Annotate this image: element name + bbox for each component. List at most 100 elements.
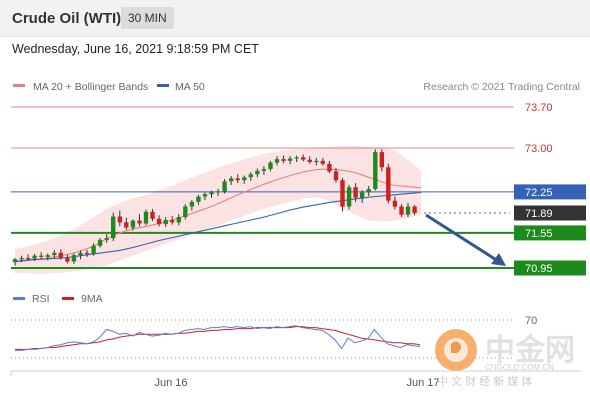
- candle: [301, 154, 306, 162]
- candle-body: [124, 222, 129, 228]
- ma50-legend-swatch: [157, 84, 169, 87]
- candle: [170, 215, 175, 225]
- candle-body: [209, 192, 214, 195]
- candle-body: [386, 167, 391, 201]
- candle-body: [39, 255, 44, 257]
- candle: [104, 234, 109, 243]
- rsi-ma-legend-label: 9MA: [81, 293, 103, 305]
- candle: [32, 253, 37, 261]
- candle-body: [189, 201, 195, 207]
- candle: [183, 204, 188, 220]
- candle: [242, 175, 247, 184]
- rsi-legend-swatch: [13, 297, 25, 300]
- candle: [222, 179, 227, 194]
- candle-body: [235, 178, 240, 181]
- candle: [65, 254, 70, 264]
- candle: [215, 189, 221, 196]
- candle-body: [176, 217, 181, 223]
- watermark-url: CNGOLD.COM.CN: [485, 363, 554, 372]
- candle-body: [143, 211, 149, 224]
- candle: [196, 194, 201, 205]
- x-tick-label: Jun 16: [154, 377, 187, 389]
- candle-body: [91, 245, 96, 254]
- candle-body: [229, 178, 234, 182]
- candle: [379, 149, 384, 172]
- candle: [189, 200, 195, 211]
- candle-body: [65, 258, 70, 262]
- candle-body: [202, 194, 208, 197]
- candle-body: [150, 211, 155, 219]
- timeframe-badge[interactable]: 30 MIN: [121, 7, 174, 29]
- ma50-line: [14, 191, 422, 263]
- candle: [150, 208, 155, 222]
- candle: [91, 243, 96, 256]
- header-bar: Crude Oil (WTI) 30 MIN: [0, 0, 590, 37]
- candle-body: [287, 158, 293, 161]
- candle-body: [248, 174, 253, 178]
- candle: [156, 215, 162, 227]
- candle-body: [170, 220, 175, 223]
- candle-body: [130, 220, 136, 228]
- candle: [320, 157, 325, 166]
- candle: [405, 203, 411, 218]
- candle-body: [346, 187, 352, 207]
- watermark-name: 中金网: [485, 333, 575, 367]
- candle-body: [32, 255, 37, 259]
- candle-body: [412, 206, 417, 213]
- candle-body: [281, 159, 286, 161]
- candle: [84, 249, 90, 257]
- candle: [137, 214, 142, 227]
- projection-arrow-head: [491, 253, 506, 266]
- candle: [19, 255, 24, 263]
- candle-body: [255, 170, 260, 175]
- candle: [143, 209, 149, 226]
- candle: [58, 249, 63, 260]
- rsi-panel: 70: [11, 315, 537, 359]
- candle-body: [84, 252, 90, 254]
- candle: [386, 163, 391, 204]
- level-price-label: 73.00: [525, 143, 553, 155]
- candle-body: [399, 206, 404, 215]
- candle: [111, 212, 116, 242]
- candle: [268, 160, 273, 172]
- candle-body: [242, 177, 247, 181]
- candle: [346, 184, 352, 210]
- candle-body: [222, 181, 227, 192]
- projection-arrow-shaft: [425, 213, 499, 263]
- candle-body: [359, 192, 365, 198]
- candle-body: [104, 238, 109, 240]
- candle-body: [307, 159, 312, 162]
- candle-body: [366, 189, 371, 193]
- level-price-label: 71.89: [525, 208, 553, 220]
- candle: [12, 258, 18, 266]
- rsi-tick-label: 70: [525, 315, 537, 327]
- candle: [333, 167, 339, 183]
- candle: [202, 192, 208, 201]
- level-label-bg: [514, 205, 586, 221]
- candle: [229, 176, 234, 185]
- candle: [176, 214, 181, 226]
- candle: [314, 157, 319, 166]
- candle: [340, 177, 345, 212]
- candle-body: [183, 206, 188, 217]
- key-levels: [11, 106, 514, 269]
- candle: [359, 190, 365, 203]
- candle-body: [117, 216, 122, 223]
- candle: [255, 168, 260, 178]
- candle-body: [111, 216, 116, 239]
- level-price-label: 72.25: [525, 187, 553, 199]
- level-labels: 73.70 73.00 72.25 71.89 71.55 70.95: [514, 102, 586, 276]
- rsi-legend: RSI 9MA: [13, 293, 103, 305]
- chart-legend: MA 20 + Bollinger Bands MA 50 Research ©…: [13, 81, 580, 93]
- level-label-bg: [514, 184, 586, 200]
- candle-body: [320, 160, 325, 164]
- candle: [373, 149, 378, 191]
- cngold-watermark: 中金网 CNGOLD.COM.CN 中 文 财 经 新 媒 体: [435, 329, 575, 388]
- candle-body: [19, 258, 24, 260]
- candle-body: [25, 258, 31, 259]
- candle-body: [268, 162, 273, 169]
- candle-body: [58, 252, 63, 259]
- candle-body: [156, 218, 162, 225]
- candle-body: [137, 220, 142, 224]
